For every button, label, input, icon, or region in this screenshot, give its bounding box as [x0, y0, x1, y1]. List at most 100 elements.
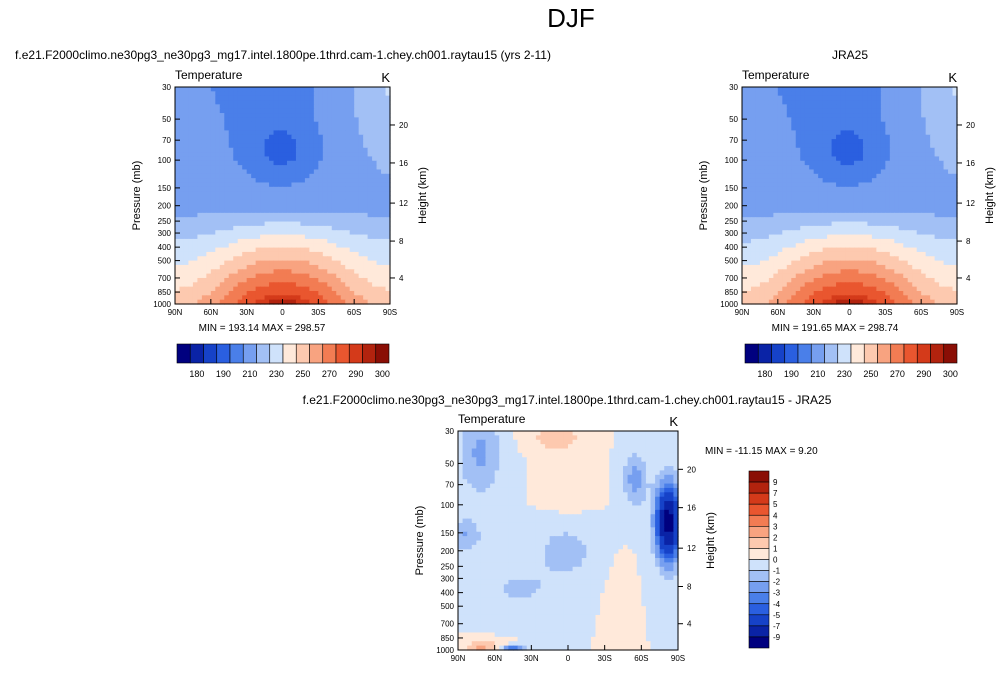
contour-cell	[201, 282, 207, 288]
contour-cell	[930, 108, 936, 114]
contour-cell	[188, 195, 194, 201]
contour-cell	[358, 182, 364, 188]
contour-cell	[867, 295, 873, 301]
contour-cell	[291, 238, 297, 244]
contour-cell	[313, 134, 319, 140]
contour-cell	[948, 139, 954, 145]
contour-cell	[768, 256, 774, 262]
contour-cell	[269, 182, 275, 188]
contour-cell	[210, 178, 216, 184]
contour-cell	[206, 225, 212, 231]
contour-cell	[836, 130, 842, 136]
contour-cell	[367, 165, 373, 171]
contour-cell	[340, 195, 346, 201]
contour-cell	[836, 290, 842, 296]
contour-cell	[750, 290, 757, 296]
contour-cell	[813, 247, 819, 253]
contour-cell	[912, 113, 918, 118]
contour-cell	[340, 108, 346, 114]
contour-cell	[777, 295, 783, 301]
contour-cell	[930, 247, 936, 253]
contour-cell	[210, 230, 216, 236]
contour-cell	[264, 87, 270, 92]
contour-cell	[354, 256, 360, 262]
contour-cell	[786, 234, 792, 240]
contour-cell	[188, 269, 194, 275]
contour-cell	[773, 173, 779, 179]
contour-cell	[831, 143, 837, 149]
contour-cell	[260, 225, 266, 231]
contour-cell	[363, 178, 369, 184]
contour-cell	[773, 195, 779, 201]
contour-cell	[246, 113, 252, 118]
contour-cell	[535, 431, 542, 436]
contour-cell	[750, 91, 757, 97]
contour-cell	[827, 295, 833, 301]
contour-cell	[192, 295, 198, 301]
contour-cell	[871, 169, 877, 175]
contour-cell	[385, 269, 391, 275]
contour-cell	[876, 143, 882, 149]
contour-cell	[318, 152, 324, 158]
contour-cell	[921, 139, 927, 145]
contour-cell	[813, 173, 819, 179]
contour-cell	[264, 221, 270, 227]
contour-cell	[327, 91, 333, 97]
contour-cell	[201, 169, 207, 175]
contour-cell	[782, 186, 788, 192]
contour-cell	[845, 234, 851, 240]
contour-cell	[827, 169, 833, 175]
contour-cell	[372, 208, 378, 214]
contour-cell	[331, 169, 337, 175]
contour-cell	[313, 186, 319, 192]
contour-cell	[291, 152, 297, 158]
contour-cell	[381, 182, 387, 188]
contour-cell	[858, 286, 864, 292]
contour-cell	[921, 251, 927, 257]
contour-cell	[836, 113, 842, 118]
contour-cell	[188, 191, 194, 197]
contour-cell	[845, 247, 851, 253]
contour-cell	[206, 134, 212, 140]
contour-cell	[777, 251, 783, 257]
contour-cell	[845, 139, 851, 145]
contour-cell	[943, 95, 949, 101]
contour-cell	[853, 113, 860, 118]
contour-cell	[340, 139, 346, 145]
contour-cell	[215, 282, 221, 288]
contour-cell	[952, 104, 958, 110]
contour-cell	[777, 269, 783, 275]
contour-cell	[237, 186, 243, 192]
contour-cell	[777, 169, 783, 175]
contour-cell	[750, 117, 757, 123]
contour-cell	[939, 269, 945, 275]
contour-cell	[215, 160, 221, 166]
contour-cell	[862, 208, 869, 214]
contour-cell	[831, 238, 837, 244]
contour-cell	[943, 260, 949, 266]
contour-cell	[912, 95, 918, 101]
contour-cell	[809, 117, 815, 123]
contour-cell	[322, 217, 328, 223]
contour-cell	[358, 121, 364, 127]
contour-cell	[336, 286, 342, 292]
contour-cell	[367, 191, 373, 197]
panel-model: f.e21.F2000climo.ne30pg3_ne30pg3_mg17.in…	[15, 48, 551, 334]
contour-cell	[795, 156, 801, 162]
contour-cell	[260, 113, 266, 118]
contour-cell	[791, 199, 797, 205]
contour-cell	[885, 186, 891, 192]
contour-cell	[255, 269, 261, 275]
contour-cell	[295, 117, 302, 123]
contour-cell	[827, 286, 833, 292]
contour-cell	[862, 212, 869, 218]
contour-cell	[885, 290, 891, 296]
contour-cell	[777, 104, 783, 110]
contour-cell	[242, 238, 248, 244]
contour-cell	[260, 195, 266, 201]
contour-cell	[818, 199, 824, 205]
contour-cell	[813, 243, 819, 249]
contour-cell	[282, 243, 288, 249]
contour-cell	[948, 130, 954, 136]
contour-cell	[197, 290, 203, 296]
